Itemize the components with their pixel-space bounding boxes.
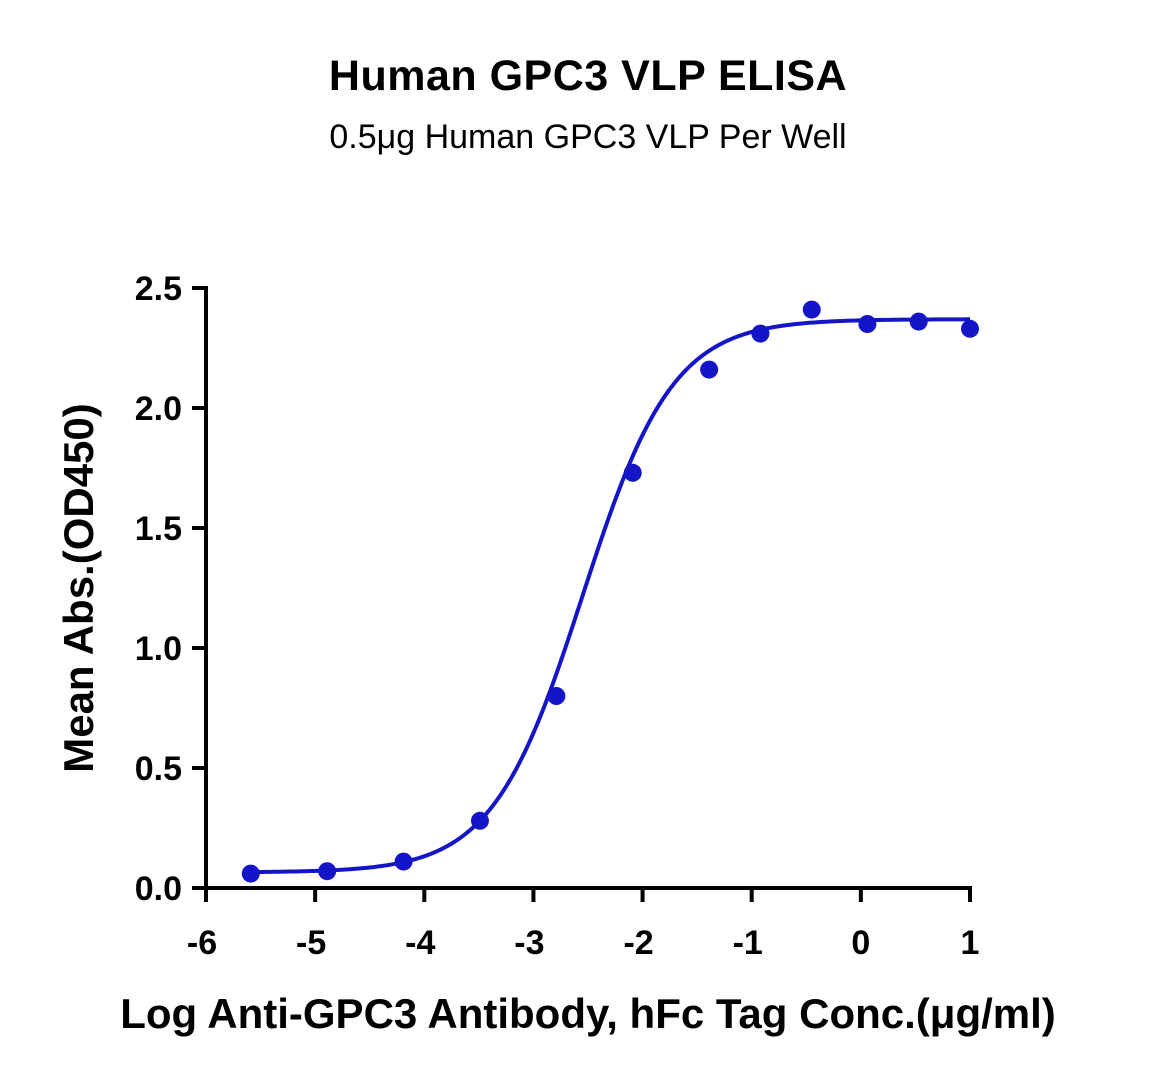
data-point [751,324,770,343]
y-axis-label: Mean Abs.(OD450) [55,403,102,773]
y-tick-label: 1.5 [135,510,182,548]
y-tick-label: 1.0 [135,630,182,668]
data-point [858,315,877,333]
x-tick-label: -3 [514,924,544,962]
x-tick-label: -1 [733,924,763,962]
data-point [547,687,566,705]
data-point [318,862,337,881]
axes [204,286,972,890]
data-points [241,300,979,883]
y-tick-label: 0.5 [135,750,182,788]
data-point [470,811,489,830]
chart-title: Human GPC3 VLP ELISA [328,52,848,100]
x-axis-label: Log Anti-GPC3 Antibody, hFc Tag Conc.(μg… [120,990,1056,1037]
data-point [394,852,413,871]
data-point [700,360,719,379]
data-point [241,864,260,883]
x-tick-label: 1 [961,924,980,962]
x-tick-label: -2 [623,924,653,962]
fit-curve [250,317,971,875]
data-point [802,300,821,319]
y-tick-label: 0.0 [135,870,182,908]
y-tick-label: 2.0 [135,390,182,428]
chart-subtitle: 0.5μg Human GPC3 VLP Per Well [329,118,847,156]
data-point [623,463,642,482]
data-point [961,319,979,338]
x-tick-label: 0 [851,924,870,962]
x-tick-label: -6 [187,924,217,962]
data-point [909,312,928,331]
fit-curve-group [250,317,971,875]
y-tick-label: 2.5 [135,270,182,308]
ticks: 0.0 0.5 1.0 1.5 2.0 2.5 -6 -5 -4 -3 -2 -1 0 1 [135,270,980,962]
x-tick-label: -4 [405,924,435,962]
x-tick-label: -5 [296,924,326,962]
